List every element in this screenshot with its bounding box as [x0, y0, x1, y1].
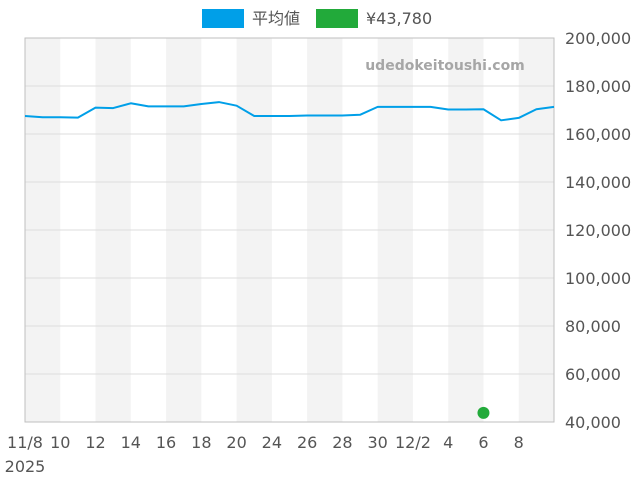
price-point [477, 406, 490, 419]
legend-label: ¥43,780 [366, 9, 432, 28]
y-tick-label: 120,000 [565, 221, 631, 240]
y-axis-tick-labels: 40,000 60,000 80,000 100,000 120,000 140,000 1… [565, 29, 631, 432]
y-tick-label: 160,000 [565, 125, 631, 144]
plot-frame [24, 37, 555, 423]
x-tick-label: 26 [297, 433, 317, 452]
x-tick-label: 12 [85, 433, 105, 452]
x-tick-label: 30 [367, 433, 387, 452]
x-tick-label: 11/8 [7, 433, 43, 452]
x-tick-sublabel: 2025 [5, 457, 46, 476]
y-tick-label: 40,000 [565, 413, 621, 432]
y-tick-label: 60,000 [565, 365, 621, 384]
y-tick-label: 140,000 [565, 173, 631, 192]
x-tick-label: 4 [443, 433, 453, 452]
average-price-line [24, 101, 555, 122]
series-layer [24, 101, 555, 419]
legend-swatch [316, 9, 358, 28]
y-tick-label: 200,000 [565, 29, 631, 48]
x-tick-label: 16 [156, 433, 176, 452]
x-tick-label: 10 [50, 433, 70, 452]
y-tick-label: 100,000 [565, 269, 631, 288]
x-tick-label: 28 [332, 433, 352, 452]
y-tick-label: 180,000 [565, 77, 631, 96]
legend-swatch [202, 9, 244, 28]
y-tick-label: 80,000 [565, 317, 621, 336]
watermark: udedokeitoushi.com [365, 58, 525, 74]
legend: 平均値 ¥43,780 [202, 9, 432, 28]
x-tick-label: 12/2 [395, 433, 431, 452]
x-tick-label: 6 [478, 433, 488, 452]
x-tick-label: 18 [191, 433, 211, 452]
x-tick-label: 24 [262, 433, 282, 452]
x-tick-label: 8 [514, 433, 524, 452]
x-tick-label: 14 [121, 433, 141, 452]
x-tick-label: 20 [226, 433, 246, 452]
legend-label: 平均値 [252, 9, 300, 28]
